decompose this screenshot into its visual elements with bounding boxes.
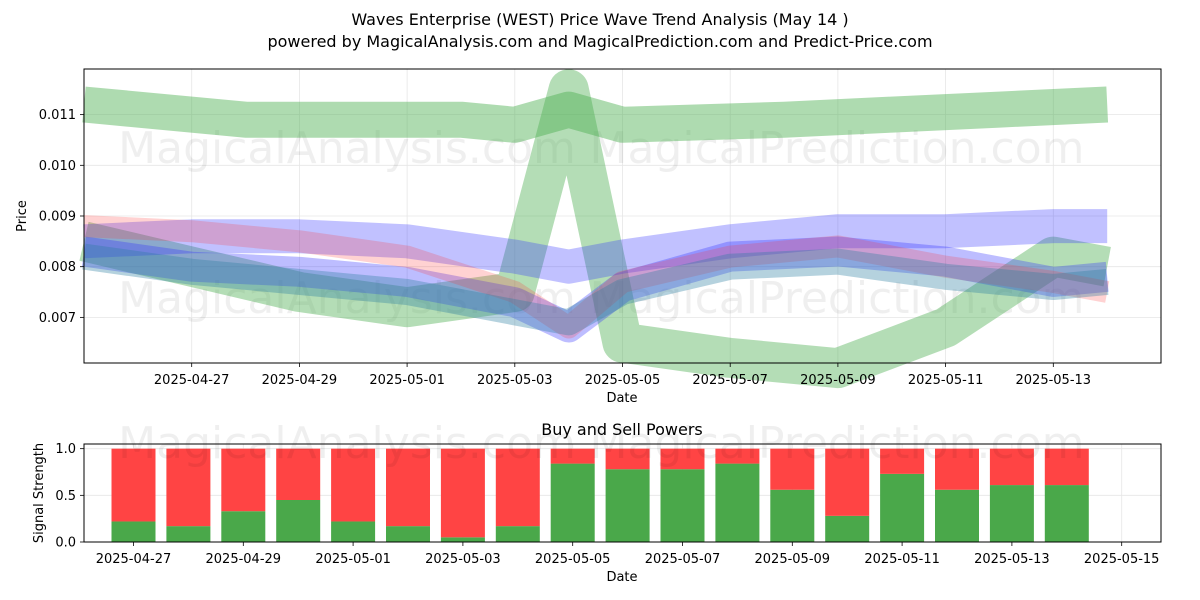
sell-bar-12 bbox=[770, 448, 815, 490]
price-grid bbox=[84, 69, 1161, 363]
price-wave-bands bbox=[79, 69, 1111, 389]
sell-bar-13 bbox=[825, 448, 870, 516]
buy-bar-1 bbox=[166, 526, 211, 542]
signal-y-tick-label-0: 0.0 bbox=[55, 536, 76, 551]
price-watermarks: MagicalAnalysis.com MagicalPrediction.co… bbox=[118, 123, 1084, 324]
wave-band-green-1 bbox=[79, 69, 1111, 389]
price-x-axis-label: Date bbox=[606, 391, 637, 406]
signal-x-tick-label-2: 2025-05-01 bbox=[315, 552, 391, 567]
sell-bar-9 bbox=[605, 448, 650, 470]
signal-y-tick-label-2: 1.0 bbox=[55, 442, 76, 457]
buy-bar-9 bbox=[605, 469, 650, 542]
buy-bar-16 bbox=[989, 485, 1034, 542]
buy-bar-4 bbox=[331, 521, 376, 542]
watermark-prediction-top: MagicalPrediction.com bbox=[590, 123, 1085, 174]
sell-bar-4 bbox=[331, 448, 376, 522]
buy-bar-6 bbox=[440, 537, 485, 542]
signal-x-tick-label-4: 2025-05-05 bbox=[535, 552, 611, 567]
sell-bar-2 bbox=[221, 448, 266, 512]
sell-bar-5 bbox=[386, 448, 430, 527]
buy-bar-3 bbox=[276, 500, 321, 542]
sell-bar-10 bbox=[660, 448, 705, 470]
sell-bar-7 bbox=[495, 448, 540, 527]
signal-x-tick-label-8: 2025-05-13 bbox=[974, 552, 1050, 567]
sell-bar-15 bbox=[935, 448, 979, 490]
price-x-tick-label-1: 2025-04-29 bbox=[262, 373, 338, 388]
signal-x-tick-label-1: 2025-04-29 bbox=[206, 552, 282, 567]
sell-bar-8 bbox=[550, 448, 595, 464]
buy-bar-17 bbox=[1044, 485, 1089, 542]
signal-y-tick-label-1: 0.5 bbox=[55, 489, 76, 504]
price-x-tick-label-3: 2025-05-03 bbox=[477, 373, 553, 388]
price-y-tick-label-4: 0.011 bbox=[39, 108, 76, 123]
buy-bar-0 bbox=[111, 521, 156, 542]
signal-panel-title: Buy and Sell Powers bbox=[541, 420, 703, 439]
wave-band-blue-3 bbox=[81, 236, 1109, 343]
price-x-tick-label-4: 2025-05-05 bbox=[585, 373, 661, 388]
signal-bars bbox=[111, 448, 1089, 542]
price-y-tick-label-3: 0.010 bbox=[39, 159, 76, 174]
price-y-ticks: 0.007 0.008 0.009 0.010 0.011 bbox=[39, 108, 84, 326]
buy-bar-7 bbox=[495, 526, 540, 542]
price-x-tick-label-2: 2025-05-01 bbox=[369, 373, 445, 388]
wave-band-blue-2 bbox=[83, 209, 1108, 284]
sell-bar-16 bbox=[989, 448, 1034, 486]
chart-subtitle: powered by MagicalAnalysis.com and Magic… bbox=[267, 32, 933, 51]
signal-y-ticks: 0.0 0.5 1.0 bbox=[55, 442, 84, 551]
watermark-analysis-top: MagicalAnalysis.com bbox=[118, 123, 576, 174]
signal-plot-frame bbox=[83, 443, 1162, 543]
buy-bar-11 bbox=[715, 463, 760, 542]
wave-band-teal-5 bbox=[82, 243, 1109, 336]
sell-bar-1 bbox=[166, 448, 211, 527]
price-panel: MagicalAnalysis.com MagicalPrediction.co… bbox=[15, 68, 1162, 406]
buy-bar-13 bbox=[825, 515, 870, 542]
price-y-tick-label-0: 0.007 bbox=[39, 311, 76, 326]
signal-x-tick-label-7: 2025-05-11 bbox=[864, 552, 940, 567]
signal-x-tick-label-0: 2025-04-27 bbox=[96, 552, 172, 567]
buy-bar-14 bbox=[880, 473, 925, 542]
signal-panel: Buy and Sell Powers MagicalAnalysis.com … bbox=[32, 418, 1162, 585]
buy-bar-10 bbox=[660, 469, 705, 542]
wave-band-red-4 bbox=[83, 215, 1110, 339]
wave-band-green-0 bbox=[82, 86, 1109, 143]
signal-x-axis-label: Date bbox=[606, 570, 637, 585]
chart-title: Waves Enterprise (WEST) Price Wave Trend… bbox=[351, 10, 849, 29]
price-x-ticks: 2025-04-27 2025-04-29 2025-05-01 2025-05-03… bbox=[154, 363, 1091, 388]
signal-x-tick-label-6: 2025-05-09 bbox=[755, 552, 831, 567]
signal-y-axis-label: Signal Strength bbox=[32, 443, 47, 543]
price-x-tick-label-6: 2025-05-09 bbox=[800, 373, 876, 388]
buy-bar-5 bbox=[386, 526, 430, 542]
price-x-tick-label-7: 2025-05-11 bbox=[908, 373, 984, 388]
signal-x-tick-label-5: 2025-05-07 bbox=[645, 552, 721, 567]
buy-bar-15 bbox=[935, 489, 979, 542]
watermark-analysis-mid: MagicalAnalysis.com bbox=[118, 273, 576, 324]
price-y-tick-label-1: 0.008 bbox=[39, 260, 76, 275]
signal-x-tick-label-3: 2025-05-03 bbox=[425, 552, 501, 567]
price-x-tick-label-0: 2025-04-27 bbox=[154, 373, 230, 388]
price-y-axis-label: Price bbox=[15, 200, 30, 232]
watermark-prediction-mid: MagicalPrediction.com bbox=[590, 273, 1085, 324]
buy-bar-8 bbox=[550, 463, 595, 542]
sell-bar-0 bbox=[111, 448, 156, 522]
price-y-tick-label-2: 0.009 bbox=[39, 210, 76, 225]
sell-bar-17 bbox=[1044, 448, 1089, 486]
signal-x-tick-label-9: 2025-05-15 bbox=[1084, 552, 1160, 567]
buy-bar-12 bbox=[770, 489, 815, 542]
sell-bar-11 bbox=[715, 448, 760, 464]
sell-bar-14 bbox=[880, 448, 925, 474]
title-block: Waves Enterprise (WEST) Price Wave Trend… bbox=[0, 9, 1200, 53]
price-x-tick-label-5: 2025-05-07 bbox=[692, 373, 768, 388]
sell-bar-3 bbox=[276, 448, 321, 500]
price-x-tick-label-8: 2025-05-13 bbox=[1016, 373, 1092, 388]
sell-bar-6 bbox=[440, 448, 485, 538]
signal-x-ticks: 2025-04-27 2025-04-29 2025-05-01 2025-05-03… bbox=[96, 542, 1160, 567]
buy-bar-2 bbox=[221, 511, 266, 542]
